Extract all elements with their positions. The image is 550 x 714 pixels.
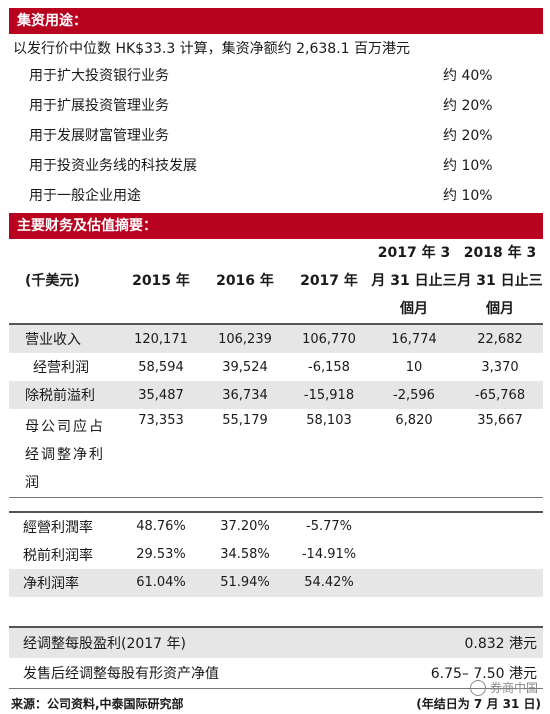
- use-pct: 约 10%: [443, 188, 493, 204]
- use-label: 用于投资业务线的科技发展: [29, 158, 197, 174]
- row-label: 经营利润: [33, 360, 89, 376]
- empty-cell: [371, 568, 457, 597]
- table-cell: 106,770: [287, 323, 371, 353]
- summary-value: 6.75– 7.50 港元: [371, 657, 543, 689]
- column-header: 2017 年: [300, 273, 358, 289]
- spacer-row: [9, 498, 543, 512]
- table-cell: 55,179: [203, 409, 287, 498]
- table-cell: 35,667: [457, 409, 543, 498]
- table-row: 发售后经调整每股有形资产净值 6.75– 7.50 港元: [9, 657, 543, 689]
- empty-cell: [457, 568, 543, 597]
- watermark: 券商中国: [469, 679, 538, 696]
- table-cell: 48.76%: [119, 510, 203, 541]
- table-row: 除税前溢利 35,487 36,734 -15,918 -2,596 -65,7…: [9, 381, 543, 409]
- table-row: 经调整每股盈利(2017 年) 0.832 港元: [9, 625, 543, 658]
- table-row: 净利润率 61.04% 51.94% 54.42%: [9, 568, 543, 597]
- summary-label: 发售后经调整每股有形资产净值: [9, 657, 371, 689]
- ipo-summary: 集资用途： 以发行价中位数 HK$33.3 计算，集资净额约 2,638.1 百…: [9, 8, 543, 712]
- source-note: 来源：公司资料,中泰国际研究部: [11, 696, 184, 711]
- table-cell: 37.20%: [203, 510, 287, 541]
- row-label: 税前利润率: [23, 547, 93, 564]
- column-header: 2015 年: [132, 273, 190, 289]
- table-cell: -2,596: [371, 381, 457, 409]
- proceeds-list: 用于扩大投资银行业务约 40% 用于扩展投资管理业务约 20% 用于发展财富管理…: [9, 61, 543, 211]
- table-cell: 106,239: [203, 323, 287, 353]
- use-label: 用于扩展投资管理业务: [29, 98, 169, 114]
- financials-table: (千美元) 2015 年 2016 年 2017 年 2017 年 3 月 31…: [9, 239, 543, 689]
- chat-bubble-icon: [469, 679, 486, 696]
- financials-title: 主要财务及估值摘要：: [9, 213, 543, 239]
- footer: 来源：公司资料,中泰国际研究部 (年结日为 7 月 31 日): [9, 695, 543, 712]
- table-cell: 29.53%: [136, 547, 186, 562]
- row-label: 母公司应占经调整净利润: [9, 409, 119, 498]
- table-cell: 16,774: [371, 323, 457, 353]
- use-pct: 约 10%: [443, 158, 493, 174]
- use-label: 用于扩大投资银行业务: [29, 68, 169, 84]
- proceeds-intro: 以发行价中位数 HK$33.3 计算，集资净额约 2,638.1 百万港元: [13, 41, 411, 57]
- use-pct: 约 20%: [443, 98, 493, 114]
- spacer-row: [9, 597, 543, 627]
- table-cell: 61.04%: [119, 568, 203, 597]
- table-cell: -65,768: [457, 381, 543, 409]
- table-row: 母公司应占经调整净利润 73,353 55,179 58,103 6,820 3…: [9, 409, 543, 498]
- column-header: 2018 年 3 月 31 日止三個月: [457, 245, 543, 317]
- row-label: 除税前溢利: [9, 381, 119, 409]
- table-cell: 3,370: [481, 359, 519, 375]
- use-of-proceeds-title: 集资用途：: [9, 8, 543, 34]
- table-cell: -14.91%: [301, 547, 357, 562]
- table-cell: 34.58%: [220, 547, 270, 562]
- summary-label: 经调整每股盈利(2017 年): [9, 625, 371, 658]
- row-label: 营业收入: [9, 323, 119, 353]
- table-header-row: (千美元) 2015 年 2016 年 2017 年 2017 年 3 月 31…: [9, 239, 543, 324]
- empty-cell: [457, 541, 543, 569]
- watermark-text: 券商中国: [489, 681, 538, 695]
- table-cell: -6,158: [308, 359, 350, 375]
- list-item: 用于一般企业用途 约 10%: [9, 181, 543, 211]
- use-pct: 约 20%: [443, 128, 493, 144]
- table-row: 经营利润 58,594 39,524 -6,158 10 3,370: [9, 353, 543, 381]
- table-cell: 58,594: [138, 359, 184, 375]
- table-cell: 120,171: [119, 323, 203, 353]
- table-cell: 51.94%: [203, 568, 287, 597]
- table-cell: -5.77%: [287, 510, 371, 541]
- use-pct: 约 40%: [443, 68, 493, 84]
- summary-value: 0.832 港元: [371, 625, 543, 658]
- list-item: 用于扩展投资管理业务 约 20%: [9, 91, 543, 121]
- list-item: 用于投资业务线的科技发展 约 10%: [9, 151, 543, 181]
- empty-cell: [457, 510, 543, 541]
- table-cell: 6,820: [371, 409, 457, 498]
- row-label: 經營利潤率: [9, 510, 119, 541]
- use-label: 用于一般企业用途: [29, 188, 141, 204]
- list-item: 用于发展财富管理业务 约 20%: [9, 121, 543, 151]
- fiscal-year-note: (年结日为 7 月 31 日): [416, 696, 541, 711]
- empty-cell: [371, 510, 457, 541]
- table-cell: 58,103: [287, 409, 371, 498]
- empty-cell: [371, 541, 457, 569]
- table-cell: 39,524: [222, 359, 268, 375]
- row-label: 净利润率: [9, 568, 119, 597]
- column-header: 2017 年 3 月 31 日止三個月: [371, 245, 457, 317]
- table-row: 經營利潤率 48.76% 37.20% -5.77%: [9, 510, 543, 541]
- table-cell: 35,487: [119, 381, 203, 409]
- use-label: 用于发展财富管理业务: [29, 128, 169, 144]
- table-cell: 36,734: [203, 381, 287, 409]
- table-row: 税前利润率 29.53% 34.58% -14.91%: [9, 541, 543, 569]
- table-cell: -15,918: [287, 381, 371, 409]
- table-cell: 22,682: [457, 323, 543, 353]
- table-cell: 10: [405, 359, 423, 375]
- column-header: 2016 年: [216, 273, 274, 289]
- table-cell: 54.42%: [287, 568, 371, 597]
- list-item: 用于扩大投资银行业务 约 40%: [9, 61, 543, 91]
- unit-label: (千美元): [25, 273, 80, 289]
- table-cell: 73,353: [119, 409, 203, 498]
- table-row: 营业收入 120,171 106,239 106,770 16,774 22,6…: [9, 323, 543, 353]
